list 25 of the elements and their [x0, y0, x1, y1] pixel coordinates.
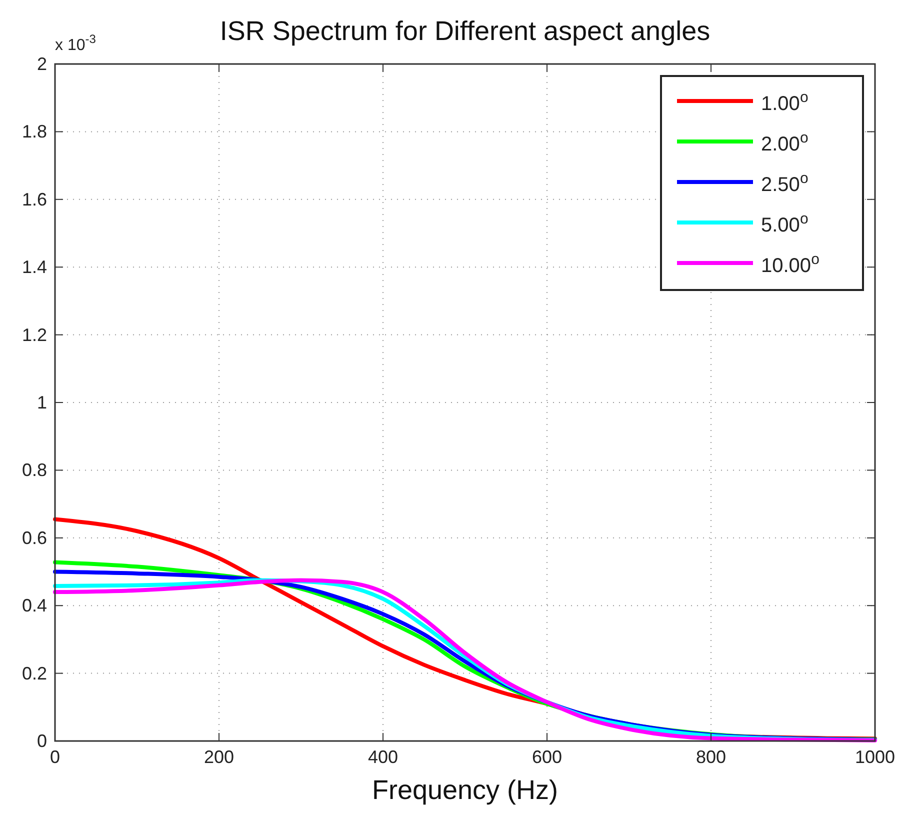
legend-label: 1.00$^{o}$ — [761, 88, 808, 115]
y-tick-label: 2 — [36, 54, 47, 74]
y-tick-label: 1.4 — [22, 257, 47, 278]
x-tick-label: 600 — [532, 747, 562, 767]
y-tick-label: 1.2 — [22, 324, 47, 345]
y-tick-label: 0.6 — [22, 528, 47, 548]
y-tick-label: 0.8 — [22, 460, 47, 480]
text: x 10$^{-3}$ — [55, 32, 96, 54]
y-tick-label: 0.2 — [22, 663, 47, 684]
legend-label: 10.00$^{o}$ — [761, 250, 820, 277]
legend-label: 2.00$^{o}$ — [761, 129, 808, 156]
x-tick-label: 200 — [204, 747, 234, 767]
y-tick-label: 1.8 — [22, 122, 47, 142]
y-tick-label: 1.6 — [22, 189, 47, 210]
x-tick-label: 800 — [696, 747, 726, 767]
y-tick-label: 1 — [36, 392, 47, 412]
legend-label: 5.00$^{o}$ — [761, 210, 808, 236]
legend-label: 2.50$^{o}$ — [761, 170, 808, 196]
x-axis-title: Frequency (Hz) — [372, 775, 558, 805]
x-tick-label: 1000 — [854, 747, 896, 767]
chart-title: ISR Spectrum for Different aspect angles — [220, 16, 710, 46]
x-tick-label: 0 — [50, 747, 60, 767]
x-tick-label: 400 — [368, 747, 398, 767]
y-tick-label: 0 — [36, 731, 47, 751]
y-tick-label: 0.4 — [22, 596, 47, 616]
